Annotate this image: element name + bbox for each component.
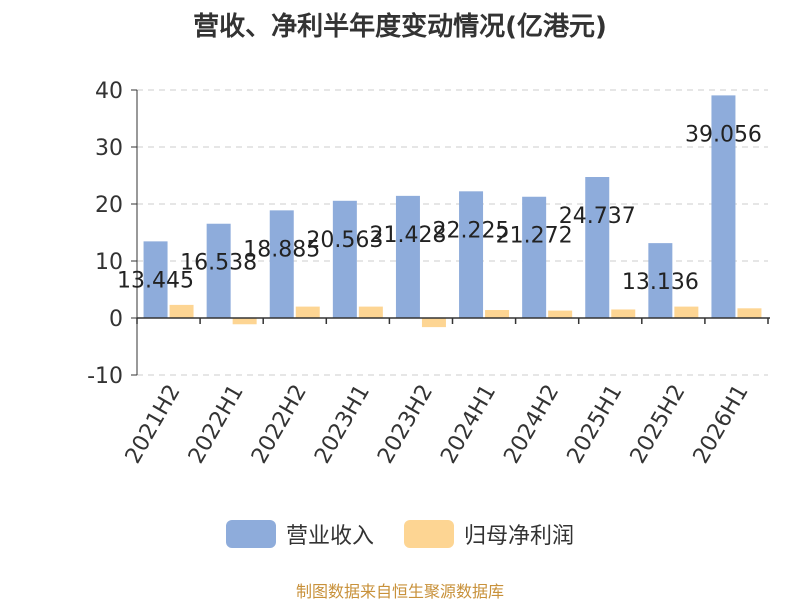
profit-bar <box>611 309 636 318</box>
revenue-data-label: 20.563 <box>306 228 383 253</box>
revenue-bar <box>459 191 484 318</box>
x-tick-label: 2026H1 <box>689 381 754 468</box>
revenue-data-label: 13.445 <box>117 268 194 293</box>
revenue-bar <box>269 210 294 318</box>
legend: 营业收入 归母净利润 <box>0 518 800 550</box>
revenue-data-label: 22.225 <box>433 218 510 243</box>
revenue-bar <box>585 176 610 318</box>
profit-bar <box>358 306 383 318</box>
x-tick-label: 2023H1 <box>310 381 375 468</box>
revenue-bar <box>711 95 736 318</box>
revenue-bar <box>332 200 357 318</box>
revenue-data-label: 24.737 <box>559 204 636 229</box>
legend-swatch-profit <box>404 520 454 548</box>
revenue-bar <box>648 243 673 318</box>
y-tick-label: -10 <box>87 364 123 389</box>
profit-bar <box>485 310 510 318</box>
source-note: 制图数据来自恒生聚源数据库 <box>295 582 504 601</box>
profit-bar <box>421 318 446 328</box>
x-tick-label: 2024H1 <box>436 381 501 468</box>
revenue-data-label: 18.885 <box>243 237 320 262</box>
y-tick-label: 10 <box>95 250 123 275</box>
y-tick-label: 30 <box>95 136 123 161</box>
x-tick-label: 2023H2 <box>373 381 438 468</box>
profit-bar <box>737 308 762 318</box>
x-tick-label: 2022H2 <box>247 381 312 468</box>
y-tick-label: 20 <box>95 193 123 218</box>
x-tick-label: 2022H1 <box>184 381 249 468</box>
legend-item-profit[interactable]: 归母净利润 <box>404 518 574 550</box>
revenue-data-label: 16.538 <box>180 251 257 276</box>
y-tick-label: 40 <box>95 79 123 104</box>
legend-label-revenue: 营业收入 <box>285 524 374 549</box>
revenue-bar <box>395 195 420 318</box>
x-tick-label: 2024H2 <box>499 381 564 468</box>
x-tick-label: 2025H2 <box>626 381 691 468</box>
x-tick-label: 2021H2 <box>121 381 186 468</box>
revenue-data-label: 13.136 <box>622 270 699 295</box>
y-tick-label: 0 <box>109 307 123 332</box>
legend-swatch-revenue <box>225 520 276 548</box>
revenue-data-label: 21.272 <box>496 224 573 249</box>
revenue-bar <box>143 241 168 318</box>
revenue-bar <box>522 196 547 318</box>
profit-bar <box>674 306 699 318</box>
revenue-data-label: 39.056 <box>685 122 762 147</box>
chart-title: 营收、净利半年度变动情况(亿港元) <box>193 12 607 42</box>
profit-bar <box>548 310 573 318</box>
revenue-data-label: 21.428 <box>369 223 446 248</box>
legend-item-revenue[interactable]: 营业收入 <box>225 518 374 550</box>
profit-bar <box>232 318 257 325</box>
revenue-bar <box>206 223 231 318</box>
legend-label-profit: 归母净利润 <box>464 524 575 549</box>
profit-bar <box>295 306 320 318</box>
x-tick-label: 2025H1 <box>563 381 628 468</box>
profit-bar <box>169 304 194 318</box>
